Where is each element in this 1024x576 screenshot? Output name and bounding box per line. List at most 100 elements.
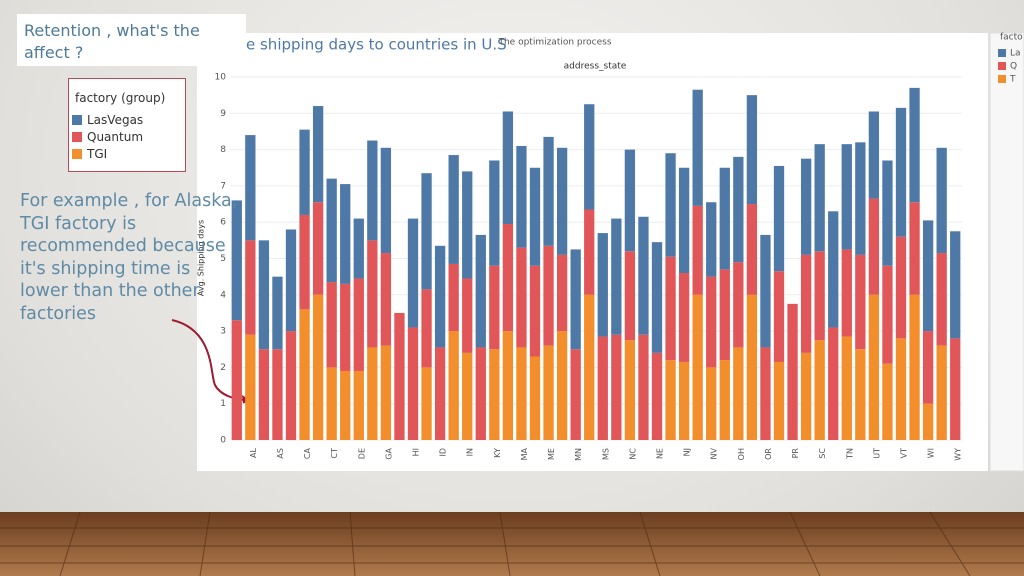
bar-segment — [272, 349, 283, 440]
note: For example , for Alaska, TGI factory is r… — [20, 190, 237, 325]
bar-segment — [556, 331, 568, 440]
bar-segment — [692, 205, 703, 295]
bar-segment — [678, 273, 690, 362]
bar-segment — [828, 211, 839, 328]
bar-segment — [421, 173, 432, 290]
legend-label: Quantum — [87, 129, 144, 144]
bar-segment — [421, 367, 432, 440]
bar-segment — [299, 214, 310, 310]
y-tick-label: 7 — [220, 181, 226, 191]
x-tick-label: NE — [656, 448, 665, 459]
legend: factory (group) LasVegas Quantum TGI — [68, 78, 186, 172]
bar-segment — [556, 254, 568, 332]
legend-title: factory (group) — [75, 91, 166, 105]
bar-segment — [611, 218, 622, 335]
bar-segment — [529, 356, 541, 440]
x-tick-label: TN — [845, 448, 854, 460]
bar-segment — [489, 349, 500, 440]
bar-segment — [706, 202, 717, 277]
bar-segment — [773, 165, 785, 272]
x-tick-label: MS — [601, 448, 610, 460]
bar-segment — [760, 234, 771, 348]
bar-segment — [502, 331, 514, 440]
side-legend-title: facto — [1000, 33, 1023, 43]
bar-segment — [895, 338, 907, 440]
bar-segment — [502, 224, 514, 332]
bar-segment — [475, 347, 486, 440]
bar-segment — [882, 160, 893, 266]
bar-segment — [584, 294, 595, 440]
y-axis-label: Avg. Shipping days — [197, 220, 206, 296]
slide-title: Retention , what's the affect ? — [17, 14, 246, 66]
chart-subtitle: The optimization process — [497, 38, 611, 48]
bar-segment — [516, 145, 527, 248]
y-tick-label: 4 — [220, 290, 226, 300]
side-legend-swatch — [998, 62, 1006, 70]
x-tick-label: WY — [954, 448, 963, 461]
bar-segment — [597, 233, 608, 337]
bar-segment — [462, 352, 473, 440]
bar-segment — [800, 352, 812, 440]
x-tick-label: ME — [547, 448, 556, 460]
bar-segment — [895, 107, 907, 237]
bar-segment — [380, 345, 392, 440]
y-tick-label: 6 — [220, 218, 226, 228]
note-line: recommended because — [20, 236, 226, 256]
bar-segment — [340, 283, 351, 372]
bar-segment — [773, 271, 785, 362]
bar-segment — [882, 265, 893, 364]
x-tick-label: MN — [574, 448, 583, 461]
bar-segment — [828, 327, 839, 440]
bar-segment — [584, 104, 595, 210]
bar-segment — [841, 249, 852, 337]
bar-segment — [624, 149, 636, 252]
bar-segment — [340, 371, 351, 440]
bar-segment — [895, 236, 907, 339]
bar-segment — [855, 349, 866, 440]
bar-segment — [570, 249, 581, 350]
bar-segment — [800, 254, 812, 353]
bar-segment — [407, 218, 419, 328]
x-tick-label: AS — [276, 448, 285, 459]
bar-segment — [868, 111, 880, 199]
x-tick-label: HI — [412, 448, 421, 456]
bar-segment — [611, 334, 622, 440]
bar-segment — [407, 327, 419, 440]
bar-segment — [556, 147, 568, 255]
bar-segment — [462, 171, 473, 279]
bar-segment — [868, 294, 880, 440]
bar-segment — [855, 142, 866, 255]
bar-segment — [529, 167, 541, 266]
x-header: address_state — [564, 62, 627, 72]
bar-segment — [597, 336, 608, 440]
bar-segment — [245, 240, 256, 335]
bar-segment — [462, 278, 473, 353]
legend-swatch — [72, 131, 82, 142]
bar-segment — [543, 345, 554, 440]
bar-segment — [258, 240, 270, 350]
note-line: lower than the other — [20, 281, 200, 301]
x-tick-label: MA — [520, 447, 529, 460]
bar-segment — [367, 347, 378, 440]
bar-segment — [448, 331, 459, 440]
side-legend-label: La — [1010, 49, 1021, 59]
bar-segment — [746, 294, 758, 440]
bar-segment — [678, 167, 690, 274]
bar-segment — [434, 245, 446, 348]
y-tick-label: 9 — [220, 109, 226, 119]
note-line: For example , for Alaska, — [20, 191, 238, 211]
legend-label: TGI — [87, 146, 108, 161]
bar-segment — [380, 147, 392, 254]
bar-segment — [909, 294, 920, 440]
bar-segment — [665, 360, 676, 440]
bar-segment — [665, 153, 676, 257]
bar-segment — [299, 309, 310, 440]
bar-segment — [800, 158, 812, 255]
bar-segment — [421, 289, 432, 368]
bar-segment — [543, 245, 554, 346]
bar-segment — [733, 347, 744, 440]
bar-segment — [353, 278, 364, 372]
y-tick-label: 5 — [220, 254, 226, 264]
bar-segment — [231, 320, 242, 440]
